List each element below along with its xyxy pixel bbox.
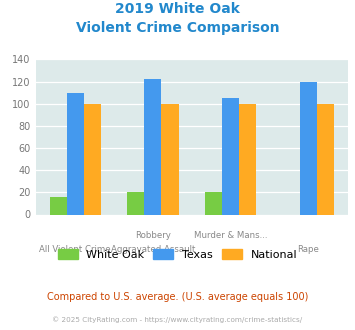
Text: Aggravated Assault: Aggravated Assault — [111, 245, 195, 254]
Bar — [317, 104, 334, 214]
Text: All Violent Crime: All Violent Crime — [39, 245, 111, 254]
Bar — [127, 192, 144, 214]
Bar — [239, 104, 256, 214]
Bar — [144, 79, 162, 214]
Bar — [67, 93, 84, 214]
Text: Murder & Mans...: Murder & Mans... — [194, 231, 267, 240]
Text: Violent Crime Comparison: Violent Crime Comparison — [76, 21, 279, 35]
Bar — [300, 82, 317, 214]
Bar — [162, 104, 179, 214]
Legend: White Oak, Texas, National: White Oak, Texas, National — [58, 249, 297, 260]
Text: © 2025 CityRating.com - https://www.cityrating.com/crime-statistics/: © 2025 CityRating.com - https://www.city… — [53, 317, 302, 323]
Bar — [205, 192, 222, 214]
Bar — [50, 197, 67, 214]
Bar — [84, 104, 101, 214]
Text: Compared to U.S. average. (U.S. average equals 100): Compared to U.S. average. (U.S. average … — [47, 292, 308, 302]
Text: 2019 White Oak: 2019 White Oak — [115, 2, 240, 16]
Text: Rape: Rape — [297, 245, 319, 254]
Bar — [222, 98, 239, 214]
Text: Robbery: Robbery — [135, 231, 171, 240]
